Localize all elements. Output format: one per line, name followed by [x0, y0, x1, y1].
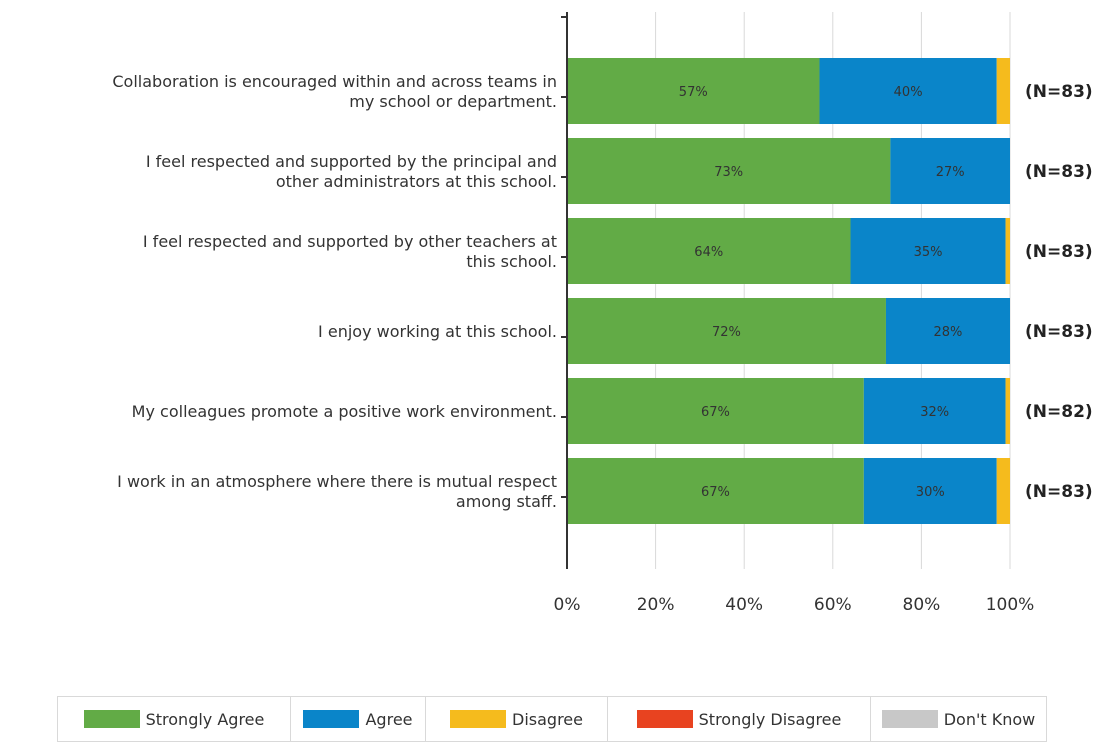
n-label: (N=82): [1025, 402, 1093, 422]
legend-label: Strongly Agree: [145, 709, 265, 729]
category-label: I feel respected and supported by other …: [143, 232, 557, 271]
data-label: 57%: [679, 85, 708, 100]
bar-segment: [567, 458, 864, 524]
n-label: (N=83): [1025, 482, 1093, 502]
bar-segment: [850, 218, 1006, 284]
data-label: 67%: [701, 485, 730, 500]
x-tick-label: 100%: [986, 595, 1035, 615]
x-tick-label: 20%: [637, 595, 675, 615]
data-label: 67%: [701, 405, 730, 420]
legend-label: Disagree: [512, 709, 583, 729]
legend-item: Agree: [291, 697, 426, 741]
legend-label: Strongly Disagree: [698, 709, 842, 729]
legend: Strongly Agree Agree Disagree Strongly Disa…: [57, 696, 1047, 742]
bar-segment: [567, 138, 891, 204]
bar-segment: [567, 378, 864, 444]
category-labels: Collaboration is encouraged within and a…: [112, 72, 557, 511]
legend-swatch: [881, 710, 938, 728]
data-label: 28%: [934, 325, 963, 340]
category-label: I feel respected and supported by the pr…: [146, 152, 557, 191]
bar-segment: [885, 298, 1010, 364]
bar-segment: [890, 138, 1010, 204]
legend-item: Strongly Agree: [58, 697, 291, 741]
category-label: Collaboration is encouraged within and a…: [112, 72, 557, 111]
n-label: (N=83): [1025, 162, 1093, 182]
y-axis: [561, 12, 568, 569]
bars: 57% 40% 73% 27% 64% 35% 72% 28% 67% 32% 67% 30%: [567, 58, 1010, 524]
data-label: 30%: [916, 485, 945, 500]
x-tick-label: 0%: [554, 595, 581, 615]
bar-segment: [996, 458, 1010, 524]
category-label: My colleagues promote a positive work en…: [132, 402, 557, 421]
x-tick-label: 40%: [725, 595, 763, 615]
bar-segment: [819, 58, 997, 124]
x-tick-label: 60%: [814, 595, 852, 615]
legend-item: Don't Know: [871, 697, 1046, 741]
data-label: 73%: [714, 165, 743, 180]
bar-segment: [567, 218, 851, 284]
data-label: 35%: [914, 245, 943, 260]
bar-segment: [996, 58, 1010, 124]
data-label: 64%: [694, 245, 723, 260]
bar-segment: [567, 298, 886, 364]
category-label: I work in an atmosphere where there is m…: [117, 472, 557, 511]
bar-segment: [1005, 378, 1010, 444]
legend-item: Strongly Disagree: [608, 697, 871, 741]
legend-swatch: [83, 710, 140, 728]
bar-segment: [1005, 218, 1010, 284]
n-label: (N=83): [1025, 82, 1093, 102]
category-label: I enjoy working at this school.: [318, 322, 557, 341]
n-label: (N=83): [1025, 242, 1093, 262]
data-label: 72%: [712, 325, 741, 340]
legend-swatch: [636, 710, 693, 728]
data-label: 27%: [936, 165, 965, 180]
bar-segment: [567, 58, 820, 124]
data-label: 40%: [894, 85, 923, 100]
legend-label: Agree: [365, 709, 413, 729]
bar-segment: [863, 458, 997, 524]
n-labels: (N=83) (N=83) (N=83) (N=83) (N=82) (N=83): [1025, 82, 1093, 502]
data-label: 32%: [920, 405, 949, 420]
x-tick-labels: 0% 20% 40% 60% 80% 100%: [554, 595, 1035, 615]
n-label: (N=83): [1025, 322, 1093, 342]
legend-swatch: [303, 710, 360, 728]
legend-swatch: [450, 710, 506, 728]
legend-label: Don't Know: [943, 709, 1036, 729]
bar-segment: [863, 378, 1006, 444]
x-tick-label: 80%: [903, 595, 941, 615]
stacked-bar-chart: 57% 40% 73% 27% 64% 35% 72% 28% 67% 32% 67% 30% Col…: [112, 12, 1093, 615]
legend-item: Disagree: [426, 697, 608, 741]
